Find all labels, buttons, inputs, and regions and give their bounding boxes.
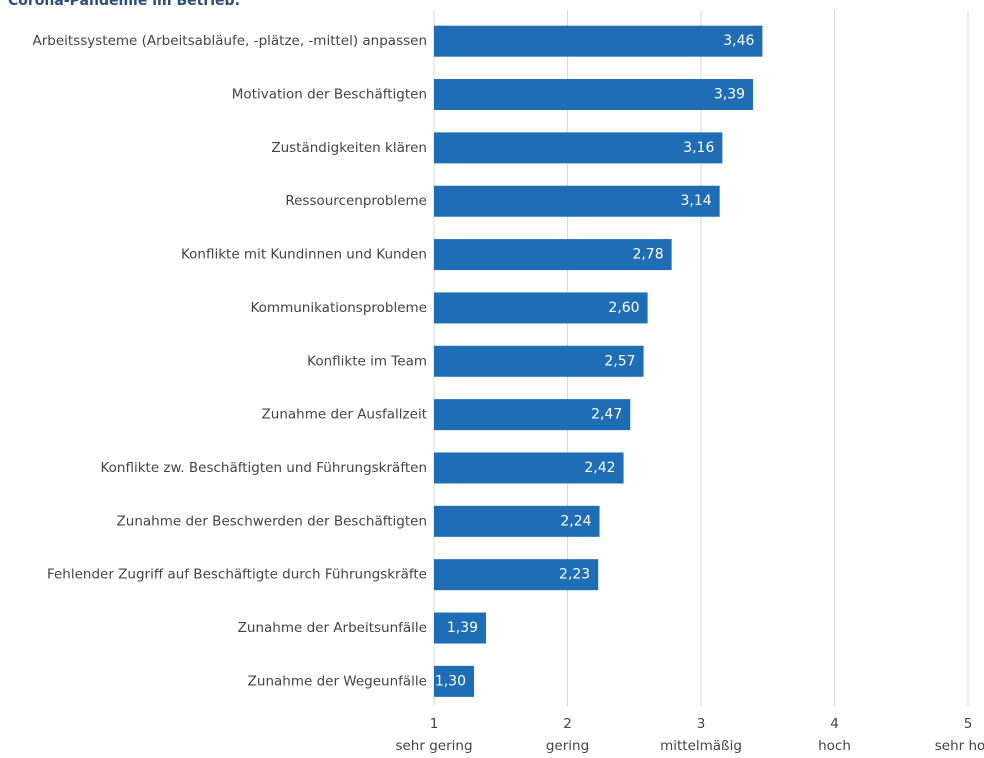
x-tick-label: 3 <box>697 716 706 732</box>
bar <box>434 185 720 217</box>
value-label: 2,57 <box>604 353 635 369</box>
value-label: 3,39 <box>714 87 745 103</box>
bar <box>434 292 648 324</box>
value-label: 3,46 <box>723 33 754 49</box>
y-tick-label: Motivation der Beschäftigten <box>232 87 427 103</box>
y-tick-label: Zunahme der Arbeitsunfälle <box>238 620 427 636</box>
x-tick-label: 1 <box>430 716 439 732</box>
y-tick-label: Konflikte zw. Beschäftigten und Führungs… <box>100 460 427 476</box>
x-tick-name: sehr hoch <box>935 738 984 754</box>
value-label: 3,16 <box>683 140 714 156</box>
bar <box>434 665 475 697</box>
value-label: 2,42 <box>584 460 615 476</box>
value-label: 2,23 <box>559 567 590 583</box>
value-label: 1,39 <box>447 620 478 636</box>
value-label: 2,24 <box>560 513 591 529</box>
y-tick-label: Fehlender Zugriff auf Beschäftigte durch… <box>47 567 427 583</box>
bar <box>434 345 644 377</box>
y-tick-label: Konflikte mit Kundinnen und Kunden <box>181 247 427 263</box>
bar <box>434 132 723 164</box>
value-label: 2,78 <box>632 247 663 263</box>
y-tick-label: Arbeitssysteme (Arbeitsabläufe, -plätze,… <box>32 33 427 49</box>
bar <box>434 79 754 111</box>
y-tick-label: Zuständigkeiten klären <box>271 140 427 156</box>
x-tick-name: hoch <box>818 738 851 754</box>
y-tick-label: Zunahme der Beschwerden der Beschäftigte… <box>117 513 427 529</box>
x-tick-label: 4 <box>830 716 839 732</box>
x-tick-name: sehr gering <box>395 738 472 754</box>
bar <box>434 399 631 431</box>
x-tick-label: 5 <box>964 716 973 732</box>
bar <box>434 559 599 591</box>
x-tick-name: gering <box>546 738 589 754</box>
bar <box>434 25 763 57</box>
value-label: 3,14 <box>681 193 712 209</box>
y-tick-label: Konflikte im Team <box>307 353 427 369</box>
bar <box>434 239 672 271</box>
x-tick-label: 2 <box>563 716 572 732</box>
bar <box>434 452 624 484</box>
y-tick-label: Ressourcenprobleme <box>285 193 427 209</box>
y-tick-label: Zunahme der Wegeunfälle <box>248 673 427 689</box>
value-label: 2,47 <box>591 407 622 423</box>
chart-title: Corona-Pandemie im Betrieb: <box>8 0 240 9</box>
y-tick-label: Zunahme der Ausfallzeit <box>262 407 427 423</box>
bar <box>434 505 600 537</box>
value-label: 1,30 <box>435 673 466 689</box>
x-tick-name: mittelmäßig <box>660 738 742 754</box>
bar <box>434 612 487 644</box>
value-label: 2,60 <box>608 300 639 316</box>
y-tick-label: Kommunikationsprobleme <box>250 300 427 316</box>
